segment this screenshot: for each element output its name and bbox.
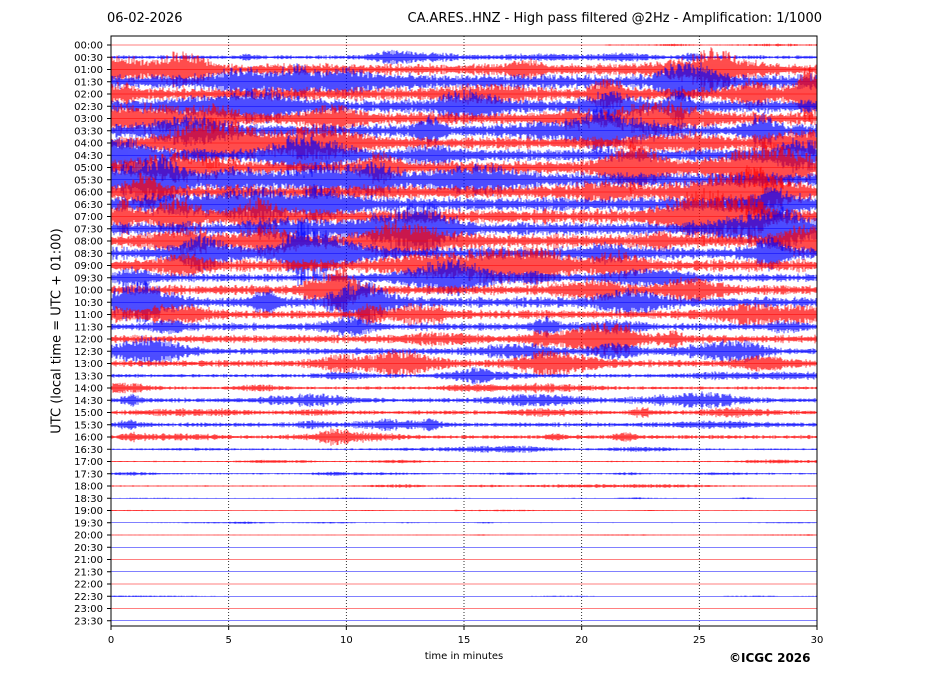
seismic-trace (110, 509, 818, 512)
seismic-trace (110, 445, 818, 453)
y-tick-label: 00:30 (74, 53, 103, 64)
y-tick-label: 12:00 (74, 335, 103, 346)
y-tick-label: 02:00 (74, 90, 103, 101)
y-tick-label: 06:30 (74, 200, 103, 211)
y-tick-label: 23:00 (74, 604, 103, 615)
x-tick-labels: 0 5 10 15 20 25 30 (108, 626, 824, 646)
x-tick-label: 30 (811, 635, 824, 646)
y-tick-label: 19:30 (74, 518, 103, 529)
y-tick-label: 05:30 (74, 175, 103, 186)
seismic-trace (110, 428, 818, 446)
y-tick-label: 19:00 (74, 506, 103, 517)
seismic-trace (110, 521, 818, 524)
y-tick-label: 03:30 (74, 126, 103, 137)
y-tick-label: 04:00 (74, 139, 103, 150)
y-tick-label: 18:00 (74, 482, 103, 493)
y-axis-label: UTC (local time = UTC + 01:00) (49, 228, 65, 434)
y-tick-label: 12:30 (74, 347, 103, 358)
y-tick-label: 08:00 (74, 237, 103, 248)
seismic-trace (110, 471, 818, 476)
seismic-trace (604, 43, 817, 47)
y-tick-label: 10:30 (74, 298, 103, 309)
x-tick-label: 25 (693, 635, 706, 646)
y-tick-label: 02:30 (74, 102, 103, 113)
y-tick-label: 04:30 (74, 151, 103, 162)
y-tick-label: 20:00 (74, 531, 103, 542)
y-tick-label: 23:30 (74, 616, 103, 627)
y-tick-label: 14:00 (74, 384, 103, 395)
x-tick-label: 0 (108, 635, 114, 646)
copyright-label: ©ICGC 2026 (729, 651, 811, 665)
y-tick-label: 10:00 (74, 286, 103, 297)
x-tick-label: 20 (575, 635, 588, 646)
y-tick-label: 16:00 (74, 433, 103, 444)
y-tick-label: 13:30 (74, 371, 103, 382)
y-tick-label: 18:30 (74, 494, 103, 505)
y-tick-label: 17:30 (74, 469, 103, 480)
seismic-trace (110, 391, 818, 410)
y-tick-label: 11:30 (74, 322, 103, 333)
y-tick-label: 22:30 (74, 592, 103, 603)
y-tick-label: 01:30 (74, 77, 103, 88)
y-tick-label: 21:30 (74, 567, 103, 578)
x-tick-label: 15 (458, 635, 471, 646)
y-tick-label: 11:00 (74, 310, 103, 321)
plot-frame (110, 35, 818, 627)
y-tick-label: 03:00 (74, 114, 103, 125)
y-tick-label: 17:00 (74, 457, 103, 468)
y-tick-label: 01:00 (74, 65, 103, 76)
y-tick-label: 07:30 (74, 224, 103, 235)
x-axis-label: time in minutes (424, 651, 504, 662)
y-tick-label: 09:30 (74, 273, 103, 284)
chart-title: CA.ARES..HNZ - High pass filtered @2Hz -… (407, 11, 822, 26)
seismic-trace (110, 484, 818, 488)
y-tick-label: 15:00 (74, 408, 103, 419)
y-tick-label: 14:30 (74, 396, 103, 407)
y-tick-label: 06:00 (74, 188, 103, 199)
y-tick-label: 21:00 (74, 555, 103, 566)
seismic-trace (110, 595, 818, 598)
y-tick-label: 05:00 (74, 163, 103, 174)
y-tick-label: 00:00 (74, 41, 103, 52)
y-tick-label: 15:30 (74, 420, 103, 431)
y-tick-label: 16:30 (74, 445, 103, 456)
y-tick-label: 20:30 (74, 543, 103, 554)
y-tick-label: 07:00 (74, 212, 103, 223)
y-tick-label: 22:00 (74, 580, 103, 591)
y-tick-label: 13:00 (74, 359, 103, 370)
date-label: 06-02-2026 (107, 11, 183, 26)
x-tick-label: 5 (225, 635, 231, 646)
y-tick-label: 09:00 (74, 261, 103, 272)
y-tick-label: 08:30 (74, 249, 103, 260)
x-tick-label: 10 (340, 635, 353, 646)
